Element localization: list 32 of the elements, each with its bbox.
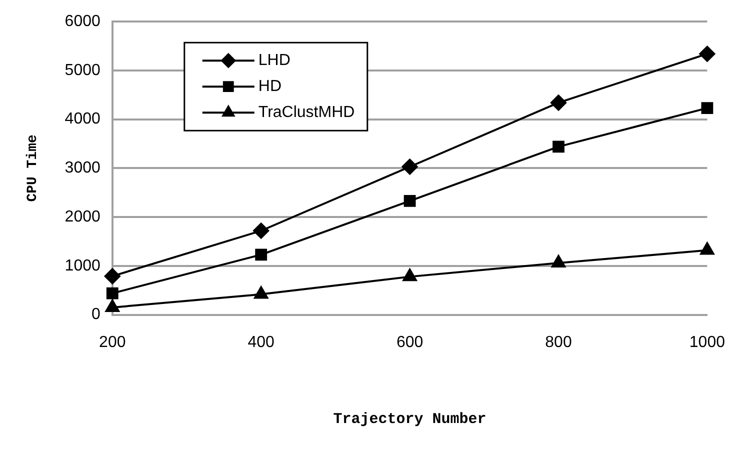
- y-tick-label: 3000: [64, 160, 100, 177]
- x-tick-label: 600: [396, 334, 424, 351]
- point: [104, 268, 120, 284]
- x-tick-label: 200: [99, 334, 126, 351]
- y-tick-label: 6000: [64, 13, 100, 30]
- x-tick-label: 400: [248, 334, 275, 351]
- y-tick-label: 1000: [64, 257, 100, 274]
- point: [402, 268, 417, 282]
- point: [402, 158, 418, 175]
- point: [550, 94, 566, 111]
- y-tick-label: 2000: [64, 208, 100, 226]
- y-tick-label: 4000: [64, 110, 100, 128]
- point: [551, 255, 566, 268]
- point: [404, 194, 416, 207]
- point: [105, 299, 120, 312]
- point: [253, 222, 270, 239]
- point: [106, 287, 118, 300]
- y-tick-label: 0: [91, 306, 100, 324]
- legend-label: LHD: [258, 52, 290, 70]
- point: [254, 286, 268, 299]
- y-tick-label: 5000: [64, 62, 100, 79]
- point: [699, 46, 716, 62]
- point: [700, 242, 714, 255]
- x-tick-label: 800: [545, 334, 572, 351]
- point: [552, 140, 564, 153]
- point: [701, 102, 714, 114]
- point: [255, 248, 268, 261]
- legend-label: TraClustMHD: [258, 104, 355, 122]
- x-axis-title: Trajectory Number: [333, 410, 486, 428]
- legend-label: HD: [258, 78, 282, 96]
- x-tick-label: 1000: [689, 334, 726, 351]
- y-axis-title: CPU Time: [24, 134, 41, 202]
